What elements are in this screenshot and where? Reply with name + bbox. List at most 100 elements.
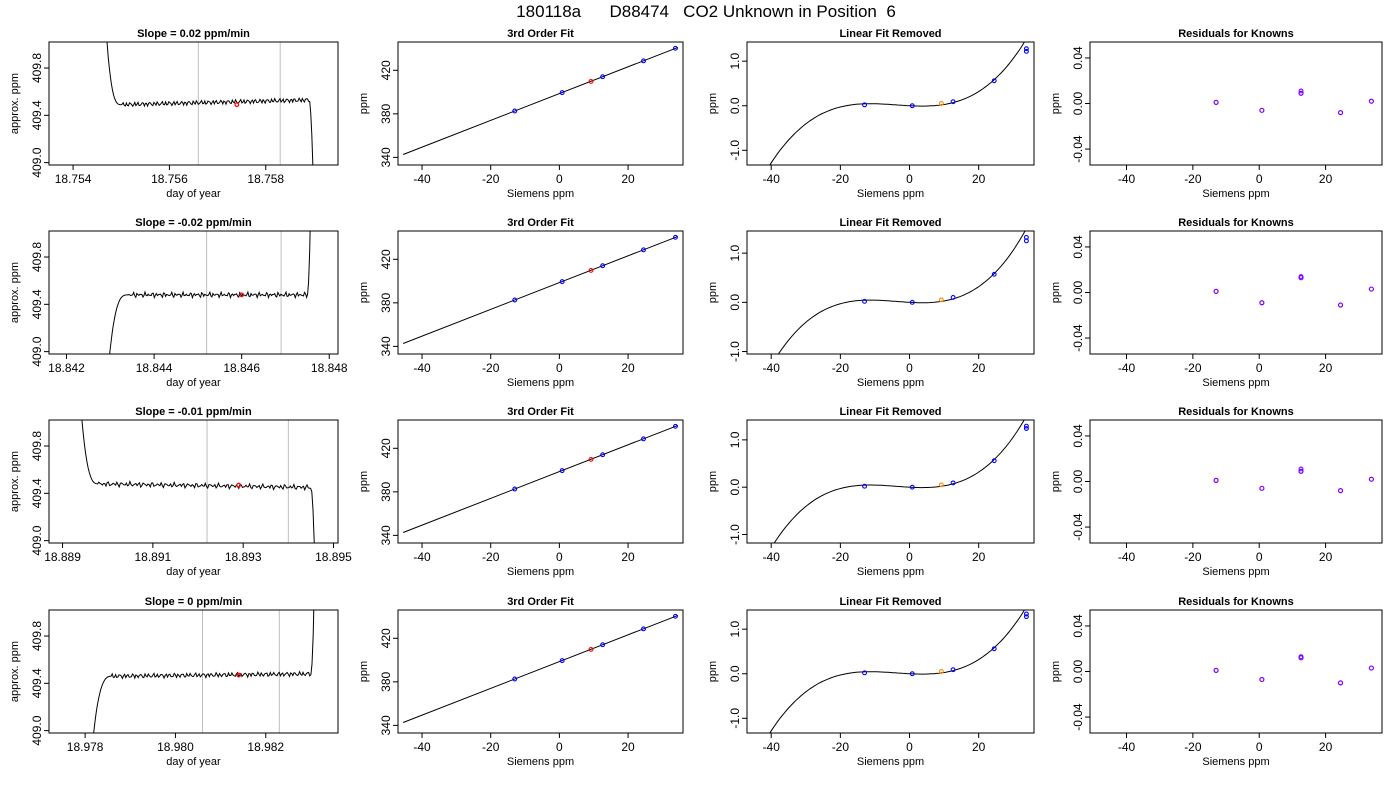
x-tick-label: 0 [556, 172, 563, 186]
extra-point [1298, 466, 1304, 472]
x-axis-label: Siemens ppm [857, 377, 924, 389]
panel-title: Linear Fit Removed [839, 596, 941, 608]
y-tick-label: -0.04 [1071, 513, 1085, 541]
y-tick-label: 0.0 [728, 479, 742, 496]
extra-point [1023, 423, 1029, 429]
residual-point [1213, 99, 1219, 105]
known-point [909, 671, 915, 677]
plot-area [1213, 274, 1374, 308]
panel-r2c2: Linear Fit Removed -40 -20 0 20 -1.0 0.0 1.0 Sie… [707, 406, 1035, 578]
y-tick-label: 409.8 [30, 242, 44, 272]
unknown-point [239, 292, 245, 298]
known-point [950, 294, 956, 300]
known-point [672, 423, 678, 429]
x-tick-label: 0 [906, 172, 913, 186]
panel-r3c1: 3rd Order Fit -40 -20 0 20 340 380 420 Siemens p… [358, 596, 684, 768]
panel-r1c2: Linear Fit Removed -40 -20 0 20 -1.0 0.0 1.0 Sie… [707, 217, 1035, 389]
y-tick-label: 0.00 [1071, 91, 1085, 115]
plot-frame [1089, 41, 1383, 166]
y-tick-label: 420 [379, 438, 393, 458]
x-axis-label: Siemens ppm [1202, 377, 1269, 389]
plot-frame [397, 609, 684, 734]
residual-point [1337, 110, 1344, 116]
x-tick-label: 18.844 [136, 361, 173, 375]
plot-frame [746, 41, 1035, 166]
cubic-curve [777, 231, 1026, 354]
panel-title: 3rd Order Fit [507, 406, 574, 418]
panel-title: Residuals for Knowns [1178, 596, 1294, 608]
panel-title: Residuals for Knowns [1178, 406, 1294, 418]
residual-point [1213, 288, 1219, 294]
x-tick-label: 0 [556, 361, 563, 375]
residual-point [1298, 468, 1304, 474]
x-tick-label: -20 [1184, 740, 1202, 754]
y-tick-label: 409.8 [30, 53, 44, 83]
x-tick-label: 0 [1256, 361, 1263, 375]
known-point [672, 613, 678, 619]
plot-area [402, 234, 679, 344]
x-tick-label: -40 [763, 740, 781, 754]
unknown-point [938, 669, 944, 674]
y-tick-label: 409.8 [30, 621, 44, 651]
unknown-point [234, 102, 240, 108]
y-tick-label: 380 [379, 293, 393, 313]
plot-frame [397, 41, 684, 166]
x-tick-label: 20 [1319, 740, 1333, 754]
y-tick-label: 340 [379, 147, 393, 167]
y-tick-label: 340 [379, 525, 393, 545]
x-tick-label: 18.891 [135, 550, 172, 564]
plot-area [769, 610, 1029, 733]
known-point [862, 670, 868, 676]
fit-line [402, 424, 679, 533]
plot-area [769, 42, 1029, 165]
known-point [950, 480, 956, 486]
residual-point [1213, 667, 1219, 673]
plot-area [93, 610, 315, 733]
plot-area [106, 42, 314, 165]
x-tick-label: 0 [1256, 550, 1263, 564]
y-tick-label: 0.0 [728, 294, 742, 311]
x-tick-label: -40 [763, 361, 781, 375]
known-point [950, 667, 956, 673]
y-tick-label: 0.04 [1071, 614, 1085, 638]
panel-r1c1: 3rd Order Fit -40 -20 0 20 340 380 420 Siemens p… [358, 217, 684, 389]
plot-frame [48, 41, 339, 166]
trace-line [93, 610, 315, 733]
x-tick-label: -20 [832, 550, 850, 564]
unknown-point [938, 297, 944, 303]
residual-point [1298, 275, 1304, 281]
extra-point [1023, 611, 1029, 617]
panel-r3c0: Slope = 0 ppm/min 18.978 18.980 18.982 409.0… [9, 596, 339, 768]
x-tick-label: 0 [1256, 740, 1263, 754]
known-point [600, 263, 606, 269]
y-tick-label: 409.0 [30, 525, 44, 555]
plot-area [1213, 654, 1374, 686]
fit-line [402, 614, 679, 723]
x-tick-label: 18.754 [55, 172, 92, 186]
fit-line [402, 235, 679, 344]
x-tick-label: 20 [972, 740, 986, 754]
x-tick-label: -40 [1118, 361, 1136, 375]
x-tick-label: 18.982 [247, 740, 284, 754]
residual-point [1298, 655, 1304, 661]
known-point [1023, 614, 1029, 620]
panel-title: Linear Fit Removed [839, 406, 941, 418]
x-axis-label: day of year [166, 188, 221, 200]
x-axis-label: Siemens ppm [507, 566, 574, 578]
x-tick-label: 18.893 [225, 550, 262, 564]
known-point [512, 486, 518, 492]
known-point [991, 458, 997, 464]
x-tick-label: -40 [413, 361, 431, 375]
x-tick-label: 0 [906, 550, 913, 564]
unknown-point [588, 646, 594, 652]
plot-area [402, 613, 679, 723]
known-point [641, 247, 646, 253]
y-tick-label: 409.4 [30, 100, 44, 130]
y-axis-label: approx. ppm [9, 73, 21, 134]
known-point [909, 484, 915, 490]
y-axis-label: ppm [1050, 93, 1062, 114]
panel-r0c2: Linear Fit Removed -40 -20 0 20 -1.0 0.0 1.0 Sie… [707, 28, 1035, 200]
plot-frame [48, 419, 339, 544]
panel-title: Linear Fit Removed [839, 217, 941, 229]
